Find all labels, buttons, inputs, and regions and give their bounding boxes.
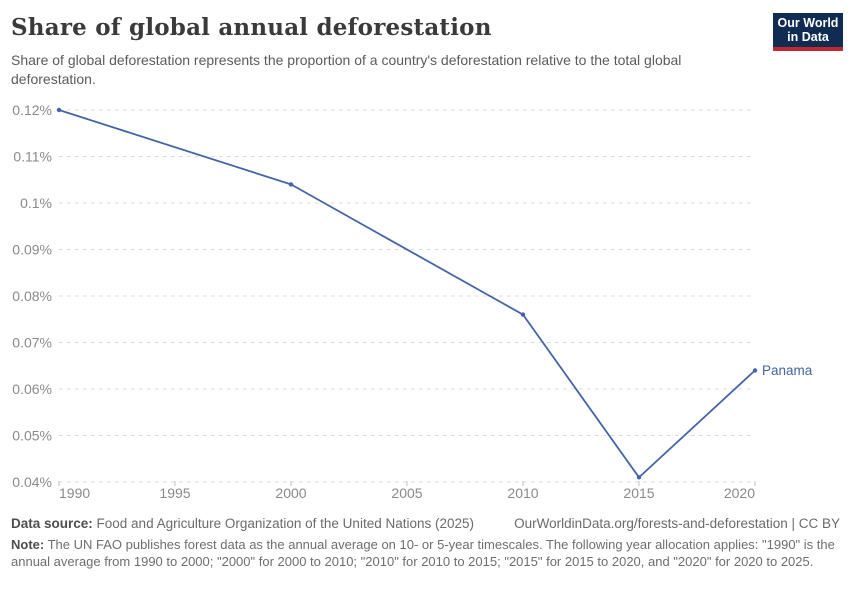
page-title: Share of global annual deforestation: [11, 14, 492, 41]
line-chart: 0.12% 0.11% 0.1% 0.09% 0.08% 0.07% 0.06% 0.05% 0…: [0, 95, 850, 505]
citation-link[interactable]: OurWorldinData.org/forests-and-deforesta…: [514, 516, 840, 531]
chart-note-text: The UN FAO publishes forest data as the …: [11, 537, 835, 569]
svg-text:2005: 2005: [391, 485, 422, 501]
data-source-label: Data source:: [11, 516, 93, 531]
svg-text:1990: 1990: [59, 485, 90, 501]
chart-footer: Data source: Food and Agriculture Organi…: [11, 516, 840, 570]
svg-text:0.1%: 0.1%: [20, 195, 52, 211]
svg-text:0.04%: 0.04%: [12, 474, 52, 490]
svg-text:2000: 2000: [275, 485, 306, 501]
svg-text:0.11%: 0.11%: [13, 149, 52, 165]
svg-text:0.09%: 0.09%: [12, 242, 52, 258]
line-chart-canvas: 0.12% 0.11% 0.1% 0.09% 0.08% 0.07% 0.06% 0.05% 0…: [12, 102, 813, 501]
svg-text:1995: 1995: [159, 485, 190, 501]
svg-text:2010: 2010: [507, 485, 538, 501]
svg-text:2020: 2020: [724, 485, 755, 501]
owid-logo-line2: in Data: [787, 30, 829, 44]
svg-text:0.06%: 0.06%: [12, 381, 52, 397]
svg-text:0.08%: 0.08%: [12, 288, 52, 304]
svg-text:Panama: Panama: [762, 363, 813, 378]
svg-text:0.12%: 0.12%: [12, 102, 52, 118]
owid-logo-line1: Our World: [777, 16, 839, 30]
svg-text:0.05%: 0.05%: [12, 428, 52, 444]
owid-logo[interactable]: Our World in Data: [773, 13, 843, 51]
svg-text:0.07%: 0.07%: [12, 335, 52, 351]
chart-note-label: Note:: [11, 537, 45, 552]
svg-text:2015: 2015: [623, 485, 654, 501]
chart-subtitle: Share of global deforestation represents…: [11, 52, 682, 87]
data-source: Data source: Food and Agriculture Organi…: [11, 516, 474, 531]
data-source-text: Food and Agriculture Organization of the…: [92, 516, 475, 531]
chart-note: Note: The UN FAO publishes forest data a…: [11, 536, 840, 570]
